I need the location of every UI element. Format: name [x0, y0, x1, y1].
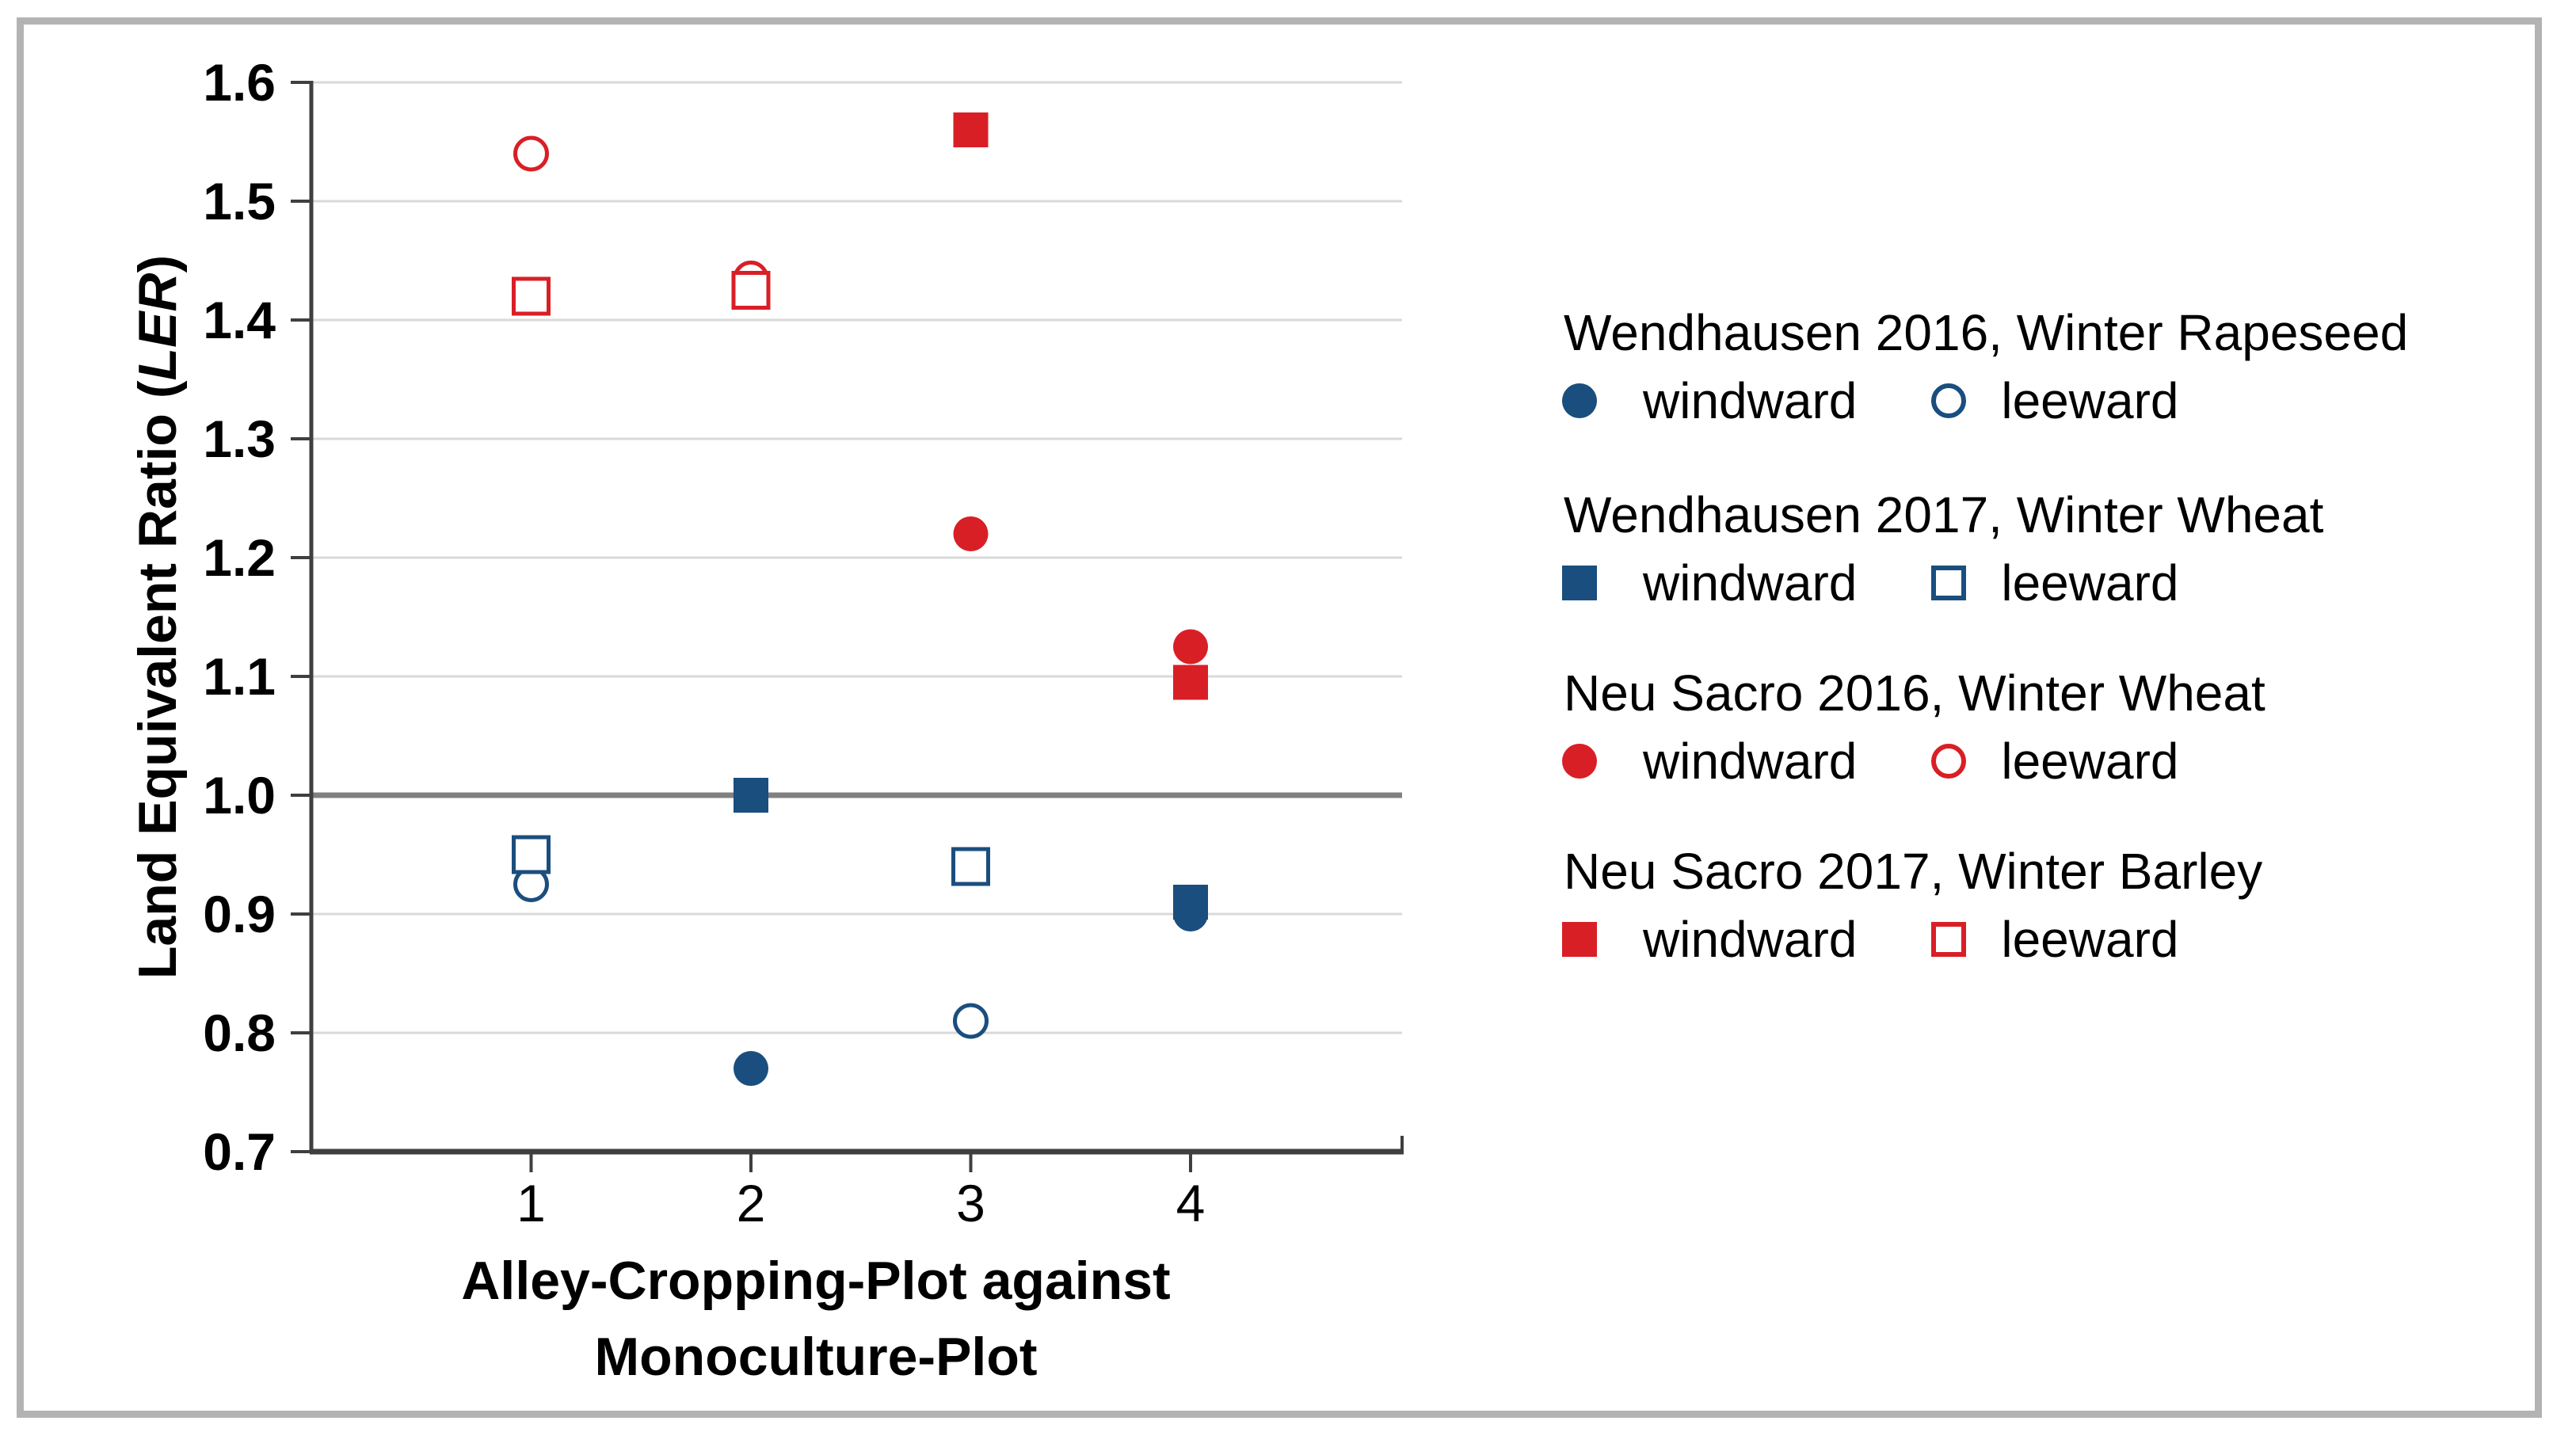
x-axis-title-line1: Alley-Cropping-Plot against [461, 1251, 1170, 1311]
legend-leeward-label: leeward [2001, 554, 2179, 611]
y-tick-label: 1.3 [203, 409, 276, 468]
y-tick-label: 1.5 [203, 172, 276, 230]
x-tick-label: 3 [956, 1174, 985, 1232]
data-point-windward [734, 1051, 768, 1086]
legend-windward-label: windward [1643, 554, 1858, 611]
legend-leeward-marker [1930, 920, 1968, 958]
data-point-windward [953, 112, 989, 147]
legend-leeward-marker [1930, 564, 1968, 602]
legend-leeward-label: leeward [2001, 372, 2179, 429]
legend-series-title: Wendhausen 2017, Winter Wheat [1564, 486, 2324, 543]
legend-series-row: windward leeward [1560, 368, 2178, 434]
legend-windward-label: windward [1643, 733, 1858, 790]
legend-series-title: Neu Sacro 2017, Winter Barley [1564, 843, 2263, 900]
data-point-windward [1173, 665, 1208, 700]
legend-series-title: Wendhausen 2016, Winter Rapeseed [1564, 304, 2409, 361]
x-tick-label: 1 [516, 1174, 546, 1232]
data-point-windward [734, 778, 768, 813]
legend-windward-marker [1560, 920, 1599, 958]
legend-windward-label: windward [1643, 372, 1858, 429]
legend-windward-label: windward [1643, 911, 1858, 968]
legend-windward-marker [1560, 564, 1599, 602]
legend-series-row: windward leeward [1560, 906, 2178, 973]
y-tick-label: 1.6 [203, 53, 276, 112]
circle-filled-marker-icon [1562, 383, 1597, 418]
x-tick-label: 4 [1176, 1174, 1206, 1232]
legend-series-row: windward leeward [1560, 728, 2178, 794]
data-point-windward [1173, 885, 1208, 920]
square-open-marker-icon [1931, 922, 1967, 957]
data-point-leeward [953, 1003, 989, 1039]
legend-leeward-marker [1930, 742, 1968, 780]
y-tick-label: 0.8 [203, 1004, 276, 1062]
data-point-leeward [513, 135, 549, 172]
square-open-marker-icon [1931, 566, 1967, 600]
x-tick-label: 2 [737, 1174, 766, 1232]
y-tick-label: 0.9 [203, 885, 276, 943]
y-tick-label: 0.7 [203, 1122, 276, 1181]
circle-open-marker-icon [1931, 383, 1967, 418]
legend-series-row: windward leeward [1560, 550, 2178, 616]
square-filled-marker-icon [1562, 922, 1597, 957]
circle-filled-marker-icon [1562, 744, 1597, 779]
y-tick-label: 1.0 [203, 766, 276, 825]
data-point-leeward [512, 835, 551, 874]
data-point-leeward [951, 847, 990, 886]
figure-border [17, 17, 2542, 1418]
x-axis-title-line2: Monoculture-Plot [594, 1327, 1037, 1387]
y-tick-label: 1.2 [203, 528, 276, 587]
data-point-windward [1173, 629, 1208, 665]
legend-series-title: Neu Sacro 2016, Winter Wheat [1564, 665, 2265, 722]
data-point-windward [953, 516, 989, 551]
legend-windward-marker [1560, 382, 1599, 420]
legend-windward-marker [1560, 742, 1599, 780]
data-point-leeward [731, 271, 771, 310]
data-point-leeward [512, 276, 551, 316]
y-tick-label: 1.1 [203, 647, 276, 706]
y-tick-label: 1.4 [203, 291, 276, 349]
y-axis-title: Land Equivalent Ratio (LER) [128, 255, 188, 979]
circle-open-marker-icon [1931, 744, 1967, 779]
square-filled-marker-icon [1562, 566, 1597, 600]
legend-leeward-marker [1930, 382, 1968, 420]
legend-leeward-label: leeward [2001, 733, 2179, 790]
legend-leeward-label: leeward [2001, 911, 2179, 968]
